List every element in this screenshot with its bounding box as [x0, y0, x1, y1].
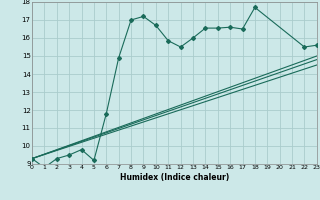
X-axis label: Humidex (Indice chaleur): Humidex (Indice chaleur): [120, 173, 229, 182]
